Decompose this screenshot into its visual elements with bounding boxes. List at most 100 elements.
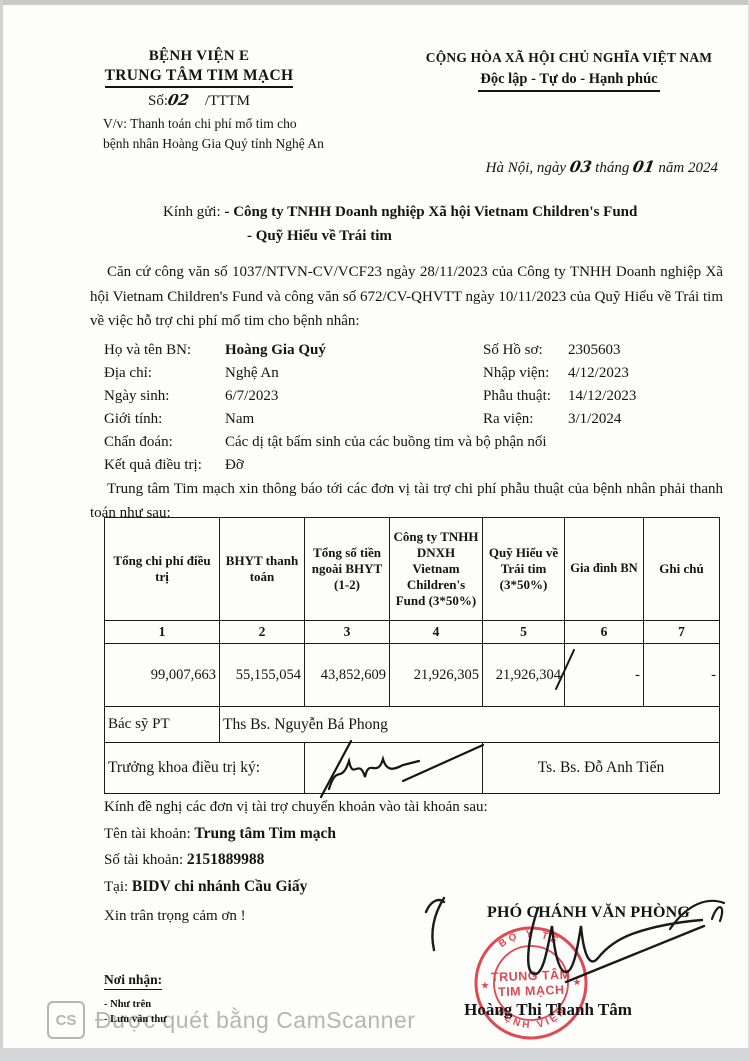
vcf-value: 21,926,305 [389, 643, 483, 707]
surgeon-label: Bác sỹ PT [104, 706, 220, 743]
col-header-vcf: Công ty TNHH DNXH Vietnam Children's Fun… [389, 517, 483, 621]
head-of-dept-name: Ts. Bs. Đỗ Anh Tiến [482, 742, 720, 794]
basis-paragraph: Căn cứ công văn số 1037/NTVN-CV/VCF23 ng… [90, 264, 723, 329]
date-month-handwritten: 01 [631, 157, 657, 176]
col-number: 2 [219, 620, 305, 644]
patient-row: Địa chỉ: Nghệ An Nhập viện: 4/12/2023 [104, 362, 724, 385]
head-of-dept-signature-cell [304, 739, 485, 799]
address-label: Địa chỉ: [104, 365, 152, 381]
table-signature [319, 739, 485, 799]
recipient-2: - Quỹ Hiểu về Trái tim [247, 228, 392, 244]
total-cost-value: 99,007,663 [104, 643, 220, 707]
account-name-line: Tên tài khoản: Trung tâm Tim mạch [104, 824, 337, 842]
recipients-label: Kính gửi: [163, 204, 221, 220]
signer-signature [424, 896, 706, 984]
col-header-total-cost: Tổng chi phí điều trị [104, 517, 220, 621]
col-number: 4 [389, 620, 483, 644]
patient-row: Chẩn đoán: Các dị tật bẩm sinh của các b… [104, 431, 724, 454]
recipient-1: - Công ty TNHH Doanh nghiệp Xã hội Vietn… [224, 204, 638, 220]
document-number: Số:02/TTTM [148, 91, 250, 109]
note-value: - [643, 643, 720, 707]
scan-edge-right [748, 0, 750, 1061]
date-line: Hà Nội, ngày 03 tháng 01 năm 2024 [485, 157, 718, 176]
account-number-line: Số tài khoản: 2151889988 [104, 851, 265, 868]
stamp-center-line-1: TRUNG TÂM [491, 967, 571, 985]
discharge-value: 3/1/2024 [568, 411, 622, 427]
discharge-label: Ra viện: [483, 411, 534, 427]
address-value: Nghệ An [225, 365, 279, 381]
bhyt-value: 55,155,054 [219, 643, 305, 707]
surgeon-row: Bác sỹ PT Ths Bs. Nguyễn Bá Phong [104, 706, 720, 743]
camscanner-logo: CS [47, 1001, 85, 1039]
scan-edge-left [0, 0, 3, 1061]
scan-edge-bottom [0, 1048, 750, 1061]
account-block: Kính đề nghị các đơn vị tài trợ chuyển k… [104, 795, 488, 930]
diagnosis-label: Chẩn đoán: [104, 434, 173, 450]
dob-value: 6/7/2023 [225, 388, 279, 404]
thanks-line: Xin trân trọng cảm ơn ! [104, 908, 246, 924]
col-header-outside-bhyt: Tổng số tiền ngoài BHYT (1-2) [304, 517, 390, 621]
col-header-heart-fund: Quỹ Hiểu về Trái tim (3*50%) [482, 517, 565, 621]
patient-row: Kết quả điều trị: Đỡ [104, 454, 724, 477]
stamp-star-right: ★ [572, 977, 581, 988]
patient-name-value: Hoàng Gia Quý [225, 342, 326, 358]
treatment-result-value: Đỡ [225, 457, 244, 473]
admission-value: 4/12/2023 [568, 365, 629, 381]
document-number-handwritten: 02 [166, 91, 191, 109]
diagnosis-value: Các dị tật bẩm sinh của các buồng tim và… [225, 434, 547, 450]
surgery-date-label: Phẫu thuật: [483, 388, 551, 404]
recipient-line-1: Kính gửi: - Công ty TNHH Doanh nghiệp Xã… [163, 204, 637, 221]
surgeon-name: Ths Bs. Nguyễn Bá Phong [219, 706, 720, 743]
national-title: CỘNG HÒA XÃ HỘI CHỦ NGHĨA VIỆT NAM [425, 50, 713, 65]
header-left: BỆNH VIỆN E TRUNG TÂM TIM MẠCH Số:02/TTT… [103, 48, 413, 154]
subject-line-2: bệnh nhân Hoàng Gia Quý tỉnh Nghệ An [103, 136, 324, 151]
org-name: TRUNG TÂM TIM MẠCH [103, 67, 295, 88]
cost-table: Tổng chi phí điều trị BHYT thanh toán Tổ… [104, 517, 720, 799]
record-number-value: 2305603 [568, 342, 621, 358]
table-number-row: 1 2 3 4 5 6 7 [104, 620, 720, 644]
col-header-family: Gia đình BN [564, 517, 644, 621]
handwritten-tick [555, 649, 575, 690]
col-number: 3 [304, 620, 390, 644]
recipients-footer: Nơi nhận: - Như trên - Lưu văn thư [104, 971, 167, 1027]
patient-row: Họ và tên BN: Hoàng Gia Quý Số Hồ sơ: 23… [104, 339, 724, 362]
account-number: 2151889988 [186, 851, 265, 868]
footer-item: - Lưu văn thư [104, 1014, 167, 1025]
admission-label: Nhập viện: [483, 365, 550, 381]
camscanner-watermark: CS Được quét bằng CamScanner [47, 1001, 415, 1039]
treatment-result-label: Kết quả điều trị: [104, 457, 202, 473]
bank-line: Tại: BIDV chi nhánh Cầu Giấy [104, 877, 308, 895]
signer-name: Hoàng Thị Thanh Tâm [464, 1000, 632, 1019]
sign-row: Trưởng khoa điều trị ký: Ts. Bs. Đỗ Anh … [104, 739, 720, 799]
parent-org-name: BỆNH VIỆN E [148, 48, 250, 64]
record-number-label: Số Hồ sơ: [483, 342, 543, 358]
stamp-outer-circle [474, 926, 588, 1040]
cost-table-wrap: Tổng chi phí điều trị BHYT thanh toán Tổ… [104, 517, 722, 799]
col-number: 6 [564, 620, 644, 644]
recipients-block: Kính gửi: - Công ty TNHH Doanh nghiệp Xã… [163, 204, 637, 245]
table-header-row: Tổng chi phí điều trị BHYT thanh toán Tổ… [104, 517, 720, 621]
col-number: 5 [482, 620, 565, 644]
stamp-center-line-2: TIM MẠCH [498, 983, 565, 999]
col-number: 7 [643, 620, 720, 644]
patient-name-label: Họ và tên BN: [104, 342, 192, 358]
table-value-row: 99,007,663 55,155,054 43,852,609 21,926,… [104, 643, 720, 707]
footer-recipients-label: Nơi nhận: [104, 972, 163, 990]
gender-value: Nam [225, 411, 255, 427]
patient-row: Giới tính: Nam Ra viện: 3/1/2024 [104, 408, 724, 431]
outside-bhyt-value: 43,852,609 [304, 643, 390, 707]
surgery-date-value: 14/12/2023 [568, 388, 637, 404]
stamp-star-left: ★ [480, 980, 489, 991]
transfer-request: Kính đề nghị các đơn vị tài trợ chuyển k… [104, 799, 488, 815]
camscanner-text: Được quét bằng CamScanner [95, 1006, 416, 1033]
patient-info: Họ và tên BN: Hoàng Gia Quý Số Hồ sơ: 23… [104, 339, 724, 477]
col-header-bhyt: BHYT thanh toán [219, 517, 305, 621]
head-of-dept-label: Trưởng khoa điều trị ký: [104, 742, 305, 794]
account-name: Trung tâm Tim mạch [194, 824, 337, 842]
hospital-stamp: BỘ Y TẾ BỆNH VIỆN TRUNG TÂM TIM MẠCH ★ ★ [474, 926, 588, 1040]
col-number: 1 [104, 620, 220, 644]
scan-edge-top [0, 0, 750, 5]
dob-label: Ngày sinh: [104, 388, 170, 404]
gender-label: Giới tính: [104, 411, 163, 427]
